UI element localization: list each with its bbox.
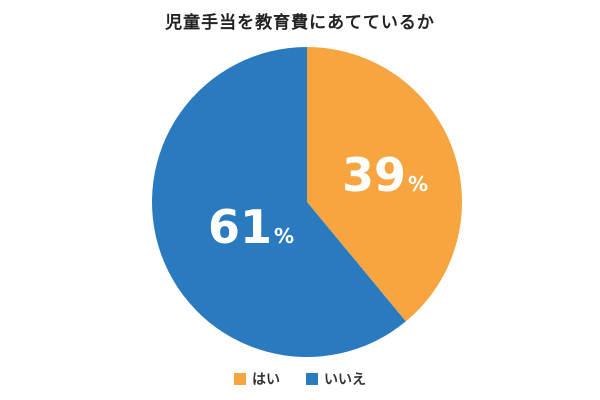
legend-swatch-yes bbox=[234, 373, 246, 385]
legend-label-yes: はい bbox=[252, 372, 280, 388]
chart-title: 児童手当を教育費にあてているか bbox=[165, 13, 435, 33]
chart-legend: はい いいえ bbox=[0, 369, 600, 389]
slice-label-yes: 39% bbox=[342, 148, 429, 202]
legend-label-no: いいえ bbox=[324, 372, 366, 388]
legend-item-no: いいえ bbox=[306, 369, 366, 389]
slice-label-no: 61% bbox=[208, 200, 295, 254]
pie-slice-yes bbox=[307, 47, 462, 322]
legend-swatch-no bbox=[306, 373, 318, 385]
pie-slice-no bbox=[152, 47, 406, 357]
legend-item-yes: はい bbox=[234, 369, 280, 389]
